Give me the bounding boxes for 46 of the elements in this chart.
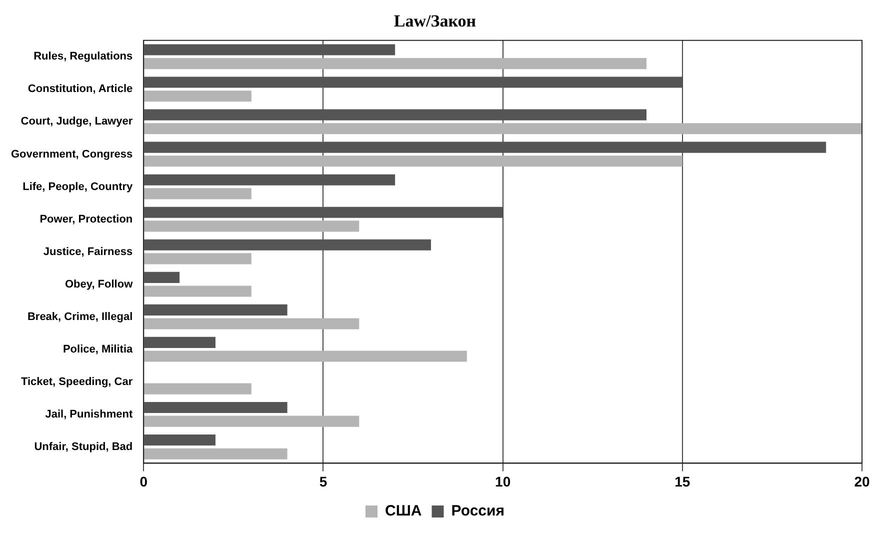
y-tick-label: Power, Protection [40, 213, 133, 226]
bar [144, 239, 431, 250]
bar [144, 416, 360, 427]
y-tick-label: Court, Judge, Lawyer [20, 116, 134, 128]
bar [144, 383, 252, 394]
bar [144, 58, 646, 70]
y-tick-label: Break, Crime, Illegal [27, 310, 133, 323]
bar [144, 336, 216, 348]
bar [144, 402, 288, 414]
y-tick-label: Constitution, Article [28, 83, 133, 96]
bar [144, 206, 503, 218]
bar [144, 44, 396, 56]
y-tick-label: Rules, Regulations [34, 50, 133, 63]
bar [144, 90, 252, 102]
y-tick-label: Jail, Punishment [45, 408, 133, 420]
legend-label: США [385, 502, 422, 520]
bar [144, 304, 288, 316]
y-tick-label: Government, Congress [11, 148, 133, 160]
y-tick-label: Obey, Follow [65, 278, 134, 290]
bar [144, 142, 826, 153]
bar [144, 350, 467, 362]
bar [144, 318, 360, 330]
y-tick-label: Justice, Fairness [43, 246, 133, 258]
x-tick-label: 10 [495, 473, 511, 490]
bar [144, 109, 646, 120]
bar [144, 174, 396, 186]
y-tick-label: Police, Militia [62, 343, 134, 356]
bar [144, 76, 682, 88]
bar [144, 188, 252, 200]
bar [144, 156, 682, 167]
bar [144, 123, 862, 134]
chart-title: Law/Закон [394, 12, 476, 31]
x-tick-label: 20 [854, 473, 870, 490]
y-tick-label: Ticket, Speeding, Car [20, 376, 134, 388]
legend-label: Россия [451, 502, 505, 520]
x-tick-label: 15 [674, 473, 690, 490]
bar [144, 434, 216, 446]
y-tick-label: Unfair, Stupid, Bad [34, 440, 133, 453]
bar [144, 253, 252, 264]
bar [144, 220, 360, 232]
bar [144, 448, 288, 460]
bar [144, 286, 252, 297]
y-tick-label: Life, People, Country [22, 180, 134, 193]
bar [144, 272, 180, 283]
x-tick-label: 5 [319, 473, 328, 490]
x-tick-label: 0 [140, 473, 148, 490]
